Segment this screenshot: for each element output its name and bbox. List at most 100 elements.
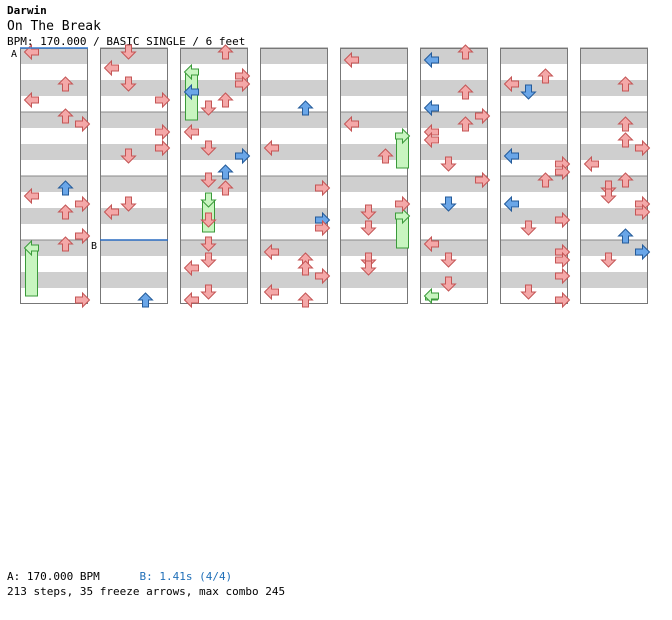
right-arrow: [555, 267, 571, 285]
beat-stripe: [100, 80, 168, 96]
down-arrow: [440, 252, 457, 268]
right-arrow: [315, 179, 331, 197]
left-arrow: [503, 75, 519, 93]
beat-stripe: [100, 240, 168, 256]
beat-stripe: [180, 176, 248, 192]
right-arrow: [475, 107, 491, 125]
left-arrow: [423, 235, 439, 253]
right-arrow: [75, 291, 91, 309]
right-arrow: [75, 227, 91, 245]
up-arrow: [457, 116, 474, 132]
up-arrow: [537, 172, 554, 188]
up-arrow: [617, 172, 634, 188]
up-arrow: [297, 292, 314, 308]
beat-stripe: [500, 208, 568, 224]
column-border: [100, 48, 168, 304]
step-chart: AB: [11, 43, 651, 309]
beat-stripe: [420, 272, 488, 288]
beat-stripe: [100, 48, 168, 64]
beat-stripe: [180, 48, 248, 64]
beat-stripe: [420, 208, 488, 224]
left-arrow: [23, 91, 39, 109]
beat-stripe: [580, 208, 648, 224]
beat-stripe: [340, 80, 408, 96]
freeze-head-left-arrow: [183, 63, 199, 81]
right-arrow: [555, 291, 571, 309]
beat-stripe: [260, 48, 328, 64]
offbeat-down-arrow: [520, 84, 537, 100]
left-arrow: [263, 139, 279, 157]
beat-stripe: [500, 112, 568, 128]
section-marker-b: B: [91, 241, 97, 252]
down-arrow: [200, 100, 217, 116]
beat-stripe: [500, 48, 568, 64]
beat-stripe: [260, 272, 328, 288]
offbeat-left-arrow: [503, 147, 519, 165]
chart-meta: BPM: 170.000 / BASIC SINGLE / 6 feet: [7, 35, 246, 48]
beat-stripe: [260, 208, 328, 224]
left-arrow: [343, 51, 359, 69]
artist-name: Darwin: [7, 4, 47, 17]
up-arrow: [217, 92, 234, 108]
stop-label: B: 1.41s (4/4): [139, 570, 233, 583]
down-arrow: [520, 220, 537, 236]
down-arrow: [120, 196, 137, 212]
beat-stripe: [340, 208, 408, 224]
down-arrow: [600, 188, 617, 204]
down-arrow: [520, 284, 537, 300]
left-arrow: [583, 155, 599, 173]
beat-stripe: [340, 272, 408, 288]
down-arrow: [440, 156, 457, 172]
left-arrow: [183, 259, 199, 277]
up-arrow: [617, 76, 634, 92]
beat-stripe: [500, 240, 568, 256]
offbeat-right-arrow: [235, 147, 251, 165]
beat-stripe: [580, 144, 648, 160]
up-arrow: [457, 84, 474, 100]
left-arrow: [183, 291, 199, 309]
left-arrow: [423, 131, 439, 149]
right-arrow: [155, 139, 171, 157]
up-arrow: [57, 236, 74, 252]
beat-stripe: [580, 80, 648, 96]
beat-stripe: [260, 112, 328, 128]
up-arrow: [57, 204, 74, 220]
freeze-head-right-arrow: [395, 127, 411, 145]
beat-stripe: [20, 208, 88, 224]
up-arrow: [617, 132, 634, 148]
left-arrow: [263, 283, 279, 301]
beat-stripe: [500, 272, 568, 288]
left-arrow: [23, 187, 39, 205]
beat-stripe: [580, 112, 648, 128]
beat-stripe: [100, 144, 168, 160]
column-border: [260, 48, 328, 304]
offbeat-down-arrow: [440, 196, 457, 212]
beat-stripe: [100, 272, 168, 288]
left-arrow: [263, 243, 279, 261]
offbeat-up-arrow: [297, 100, 314, 116]
beat-stripe: [180, 144, 248, 160]
up-arrow: [57, 76, 74, 92]
beat-stripe: [420, 80, 488, 96]
beat-stripe: [580, 240, 648, 256]
beat-stripe: [180, 272, 248, 288]
offbeat-up-arrow: [617, 228, 634, 244]
freeze-head-left-arrow: [23, 239, 39, 257]
column-border: [500, 48, 568, 304]
right-arrow: [155, 91, 171, 109]
right-arrow: [75, 195, 91, 213]
offbeat-left-arrow: [423, 99, 439, 117]
beat-stripe: [420, 144, 488, 160]
beat-stripe: [260, 176, 328, 192]
beat-stripe: [100, 176, 168, 192]
up-arrow: [537, 68, 554, 84]
beat-stripe: [580, 272, 648, 288]
down-arrow: [200, 212, 217, 228]
left-arrow: [103, 59, 119, 77]
beat-stripe: [340, 176, 408, 192]
left-arrow: [343, 115, 359, 133]
down-arrow: [360, 220, 377, 236]
down-arrow: [200, 140, 217, 156]
right-arrow: [475, 171, 491, 189]
up-arrow: [297, 260, 314, 276]
